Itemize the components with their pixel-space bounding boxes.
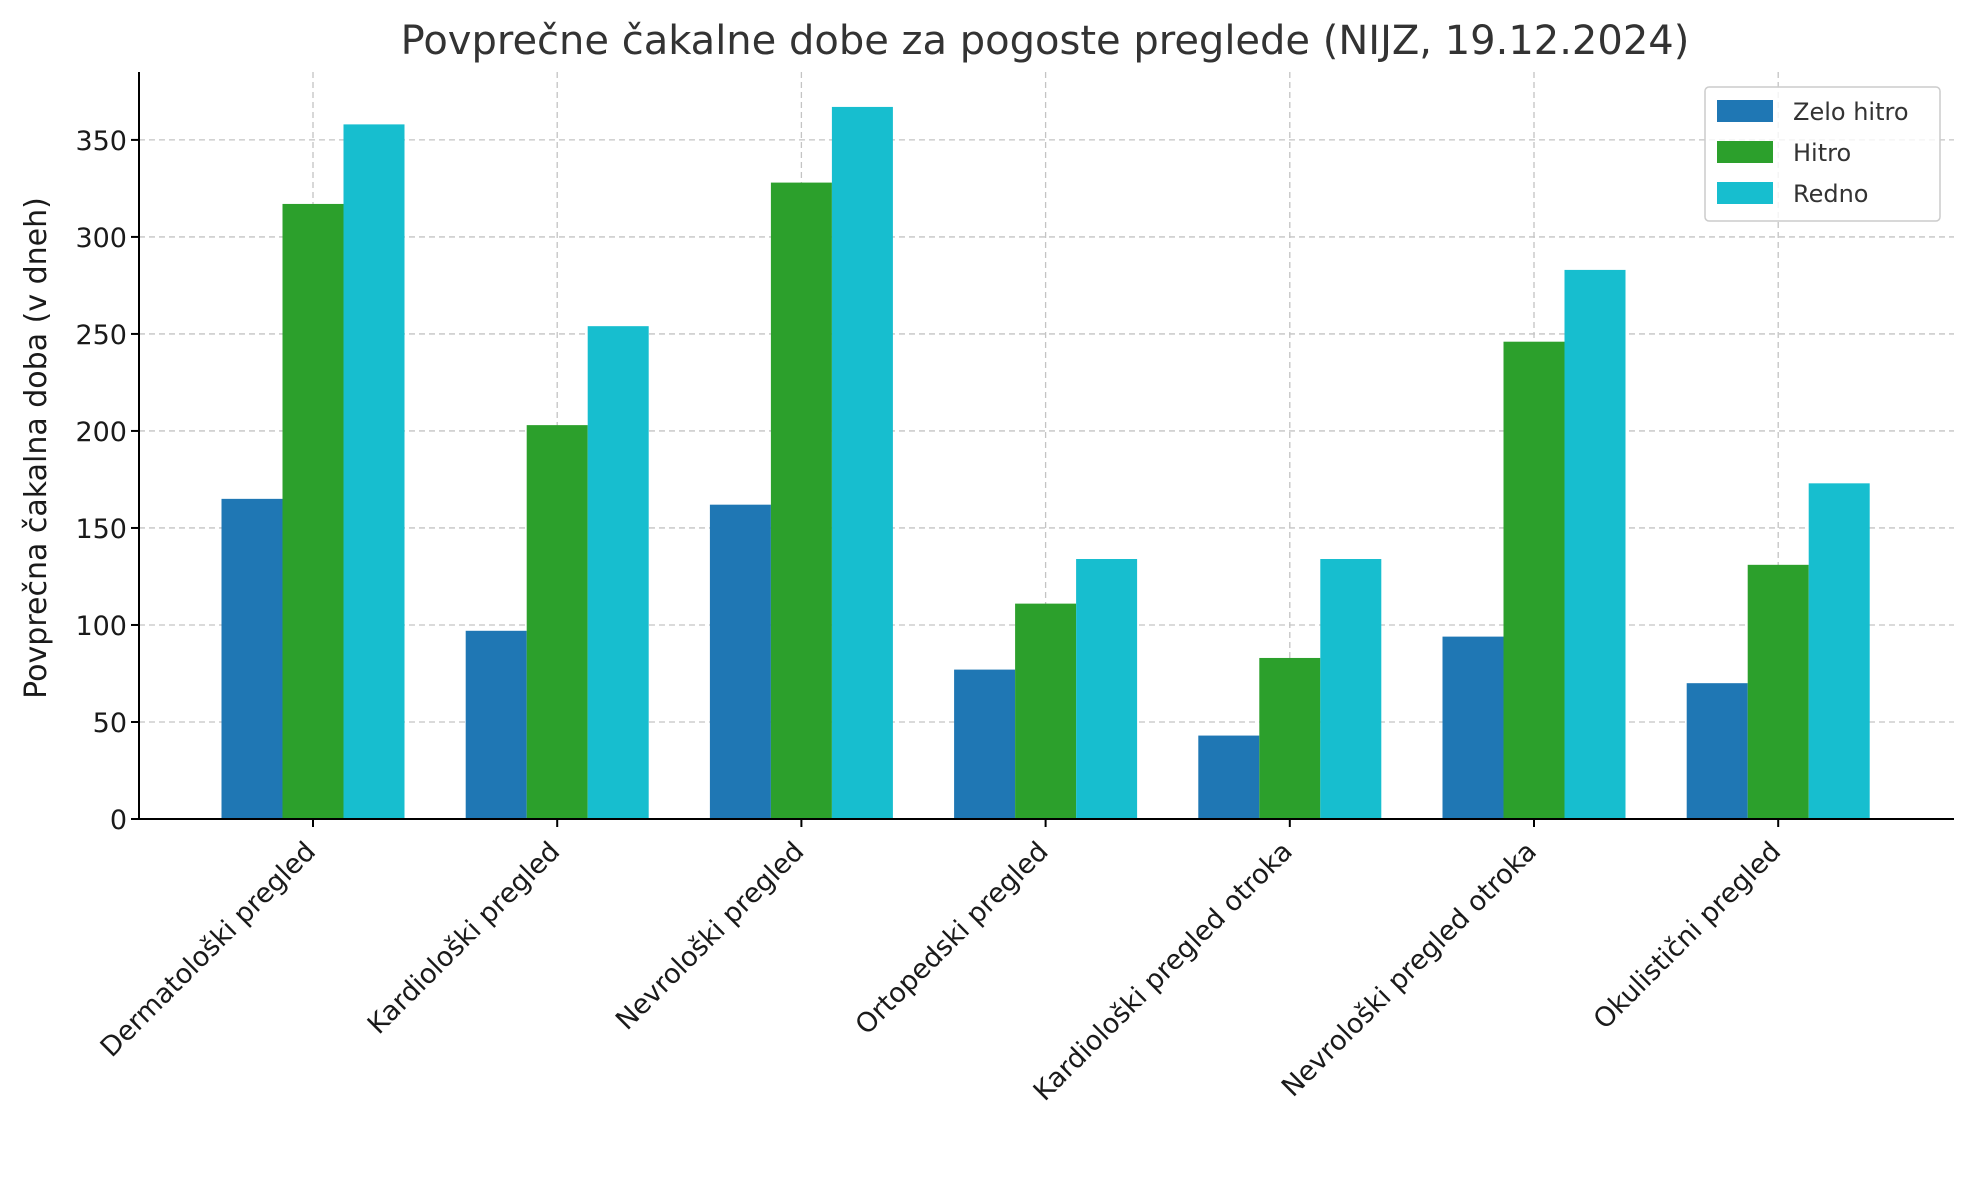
y-tick-label: 200 [75,417,127,448]
y-tick-label: 50 [93,708,127,739]
legend-swatch [1717,182,1773,204]
x-tick-label: Okulistični pregled [1588,836,1787,1035]
bar [1808,483,1870,819]
x-tick-label: Nevrološki pregled otroka [1276,836,1543,1103]
bar [221,498,283,819]
bar [1198,735,1260,819]
legend-swatch [1717,100,1773,122]
bar [587,326,649,819]
y-tick-label: 250 [75,320,127,351]
bar [1564,269,1626,819]
x-tick-label: Kardiološki pregled otroka [1028,836,1299,1107]
bar [1320,559,1382,819]
bar [709,504,771,819]
legend-label: Hitro [1793,139,1851,167]
y-tick-label: 150 [75,514,127,545]
bar [465,630,527,819]
y-tick-label: 0 [110,805,127,836]
chart-title: Povprečne čakalne dobe za pogoste pregle… [401,18,1690,64]
bar [526,425,588,819]
bar [1259,657,1321,819]
y-axis-label: Povprečna čakalna doba (v dneh) [19,197,54,699]
x-tick-label: Nevrološki pregled [610,836,810,1036]
bar [831,106,893,819]
bars-layer [221,106,1870,820]
x-tick-label: Kardiološki pregled [362,836,566,1040]
bar [343,124,405,819]
y-tick-label: 350 [75,126,127,157]
bar [1015,603,1077,819]
y-tick-label: 100 [75,611,127,642]
bar [1686,683,1748,819]
legend-swatch [1717,141,1773,163]
bar [770,182,832,820]
x-tick-label: Ortopedski pregled [850,836,1055,1041]
bar [282,203,344,819]
y-tick-label: 300 [75,223,127,254]
bar [1503,341,1565,819]
bar [1442,636,1504,819]
bar [1076,559,1138,819]
legend-label: Redno [1793,180,1869,208]
bar [954,669,1016,819]
bar [1747,564,1809,819]
legend-label: Zelo hitro [1793,98,1909,126]
x-tick-label: Dermatološki pregled [95,836,322,1063]
legend: Zelo hitro Hitro Redno [1704,86,1941,222]
